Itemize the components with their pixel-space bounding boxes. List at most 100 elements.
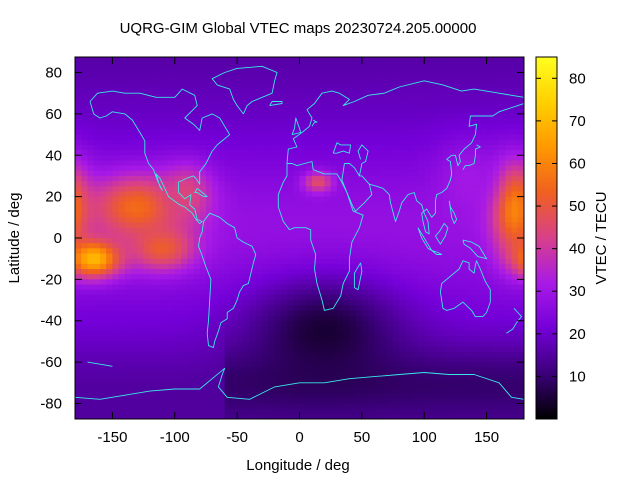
heatmap-cell — [274, 93, 282, 99]
heatmap-cell — [349, 201, 357, 208]
heatmap-cell — [505, 341, 512, 347]
heatmap-cell — [287, 238, 294, 244]
heatmap-cell — [336, 186, 344, 192]
heatmap-cell — [499, 289, 506, 296]
heatmap-cell — [480, 119, 487, 125]
heatmap-cell — [112, 382, 120, 389]
heatmap-cell — [280, 196, 288, 203]
heatmap-cell — [361, 165, 369, 172]
heatmap-cell — [386, 139, 394, 146]
heatmap-cell — [380, 320, 388, 327]
heatmap-cell — [181, 201, 188, 208]
heatmap-cell — [299, 393, 307, 399]
heatmap-cell — [218, 212, 226, 218]
heatmap-cell — [118, 134, 126, 141]
heatmap-cell — [156, 300, 163, 306]
heatmap-cell — [480, 77, 487, 84]
heatmap-cell — [436, 398, 444, 404]
heatmap-cell — [124, 139, 132, 146]
heatmap-cell — [499, 367, 506, 373]
heatmap-cell — [336, 113, 344, 120]
heatmap-cell — [449, 408, 456, 415]
heatmap-cell — [174, 315, 182, 322]
heatmap-cell — [131, 269, 138, 275]
heatmap-cell — [393, 201, 400, 208]
heatmap-cell — [193, 62, 201, 68]
heatmap-cell — [461, 346, 469, 353]
heatmap-cell — [417, 341, 425, 347]
heatmap-cell — [430, 108, 438, 115]
heatmap-cell — [237, 222, 244, 229]
heatmap-cell — [517, 279, 524, 285]
heatmap-cell — [93, 88, 101, 94]
heatmap-cell — [112, 124, 120, 130]
heatmap-cell — [368, 382, 375, 389]
heatmap-cell — [299, 57, 307, 63]
heatmap-cell — [361, 408, 369, 415]
heatmap-cell — [499, 258, 506, 265]
heatmap-cell — [430, 62, 438, 68]
heatmap-cell — [287, 243, 294, 249]
heatmap-cell — [455, 341, 463, 347]
heatmap-cell — [374, 98, 381, 104]
heatmap-cell — [455, 274, 463, 280]
heatmap-cell — [249, 170, 257, 177]
heatmap-cell — [324, 113, 332, 120]
heatmap-cell — [174, 57, 182, 63]
heatmap-cell — [255, 398, 263, 404]
heatmap-cell — [224, 362, 232, 368]
heatmap-cell — [380, 372, 388, 379]
heatmap-cell — [436, 320, 444, 327]
heatmap-cell — [230, 212, 238, 218]
heatmap-cell — [168, 341, 176, 347]
heatmap-cell — [386, 232, 394, 239]
heatmap-cell — [224, 305, 232, 311]
heatmap-cell — [517, 175, 524, 182]
heatmap-cell — [268, 279, 275, 285]
heatmap-cell — [305, 279, 313, 285]
heatmap-cell — [87, 212, 95, 218]
heatmap-cell — [417, 398, 425, 404]
heatmap-cell — [274, 336, 282, 342]
heatmap-cell — [181, 196, 188, 203]
heatmap-cell — [218, 408, 226, 415]
heatmap-cell — [430, 253, 438, 260]
heatmap-cell — [118, 258, 126, 265]
heatmap-cell — [280, 320, 288, 327]
heatmap-cell — [474, 67, 481, 73]
heatmap-cell — [405, 67, 413, 73]
heatmap-cell — [174, 346, 182, 353]
heatmap-cell — [499, 186, 506, 192]
heatmap-cell — [262, 351, 269, 358]
heatmap-cell — [249, 181, 257, 187]
heatmap-cell — [243, 181, 251, 187]
heatmap-cell — [442, 325, 450, 332]
heatmap-cell — [318, 129, 325, 135]
heatmap-cell — [461, 263, 469, 270]
heatmap-cell — [467, 320, 475, 327]
heatmap-cell — [124, 387, 132, 394]
heatmap-cell — [330, 238, 338, 244]
heatmap-cell — [424, 98, 431, 104]
heatmap-cell — [399, 294, 406, 301]
heatmap-cell — [293, 248, 300, 254]
heatmap-cell — [124, 269, 132, 275]
heatmap-cell — [156, 362, 163, 368]
heatmap-cell — [137, 160, 144, 166]
heatmap-cell — [124, 150, 132, 156]
heatmap-cell — [424, 248, 431, 254]
heatmap-cell — [293, 362, 300, 368]
heatmap-cell — [474, 356, 481, 363]
heatmap-cell — [268, 315, 275, 322]
heatmap-cell — [181, 103, 188, 110]
heatmap-cell — [449, 372, 456, 379]
heatmap-cell — [99, 206, 107, 213]
heatmap-cell — [430, 289, 438, 296]
heatmap-cell — [268, 305, 275, 311]
heatmap-cell — [287, 206, 294, 213]
heatmap-cell — [268, 258, 275, 265]
heatmap-cell — [424, 387, 431, 394]
heatmap-cell — [380, 150, 388, 156]
heatmap-cell — [380, 93, 388, 99]
heatmap-cell — [199, 175, 207, 182]
